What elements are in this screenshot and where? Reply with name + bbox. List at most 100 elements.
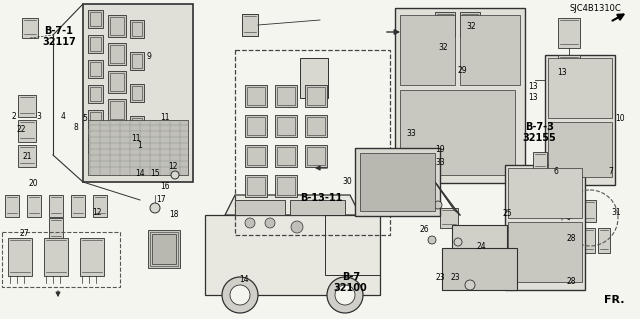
- Polygon shape: [225, 195, 360, 215]
- Bar: [508, 222, 582, 282]
- Bar: [108, 99, 126, 121]
- Bar: [90, 112, 101, 126]
- Text: 33: 33: [435, 158, 445, 167]
- Bar: [277, 117, 295, 135]
- Text: 2: 2: [12, 112, 17, 121]
- Circle shape: [222, 277, 258, 313]
- Text: 22: 22: [17, 125, 26, 134]
- Bar: [88, 120, 188, 175]
- Bar: [90, 12, 101, 26]
- Text: 32: 32: [467, 22, 477, 31]
- Circle shape: [428, 236, 436, 244]
- Bar: [247, 147, 265, 165]
- Text: 12: 12: [168, 162, 177, 171]
- Bar: [27, 195, 41, 217]
- Bar: [277, 177, 295, 195]
- Bar: [290, 200, 345, 215]
- Bar: [110, 101, 124, 119]
- Bar: [558, 55, 580, 85]
- Circle shape: [245, 218, 255, 228]
- Text: 13: 13: [528, 82, 538, 91]
- Bar: [360, 153, 435, 211]
- Bar: [18, 145, 36, 167]
- Circle shape: [454, 238, 462, 246]
- Bar: [110, 45, 124, 63]
- Text: 16: 16: [160, 182, 170, 191]
- Bar: [400, 15, 455, 85]
- Text: 3: 3: [36, 112, 41, 121]
- Text: 27: 27: [19, 229, 29, 238]
- Bar: [110, 17, 124, 35]
- Bar: [110, 73, 124, 91]
- Bar: [245, 115, 267, 137]
- Text: B-7-3
32155: B-7-3 32155: [523, 122, 556, 143]
- Text: 13: 13: [557, 68, 567, 77]
- Bar: [275, 175, 297, 197]
- Bar: [568, 228, 580, 253]
- Bar: [80, 238, 104, 276]
- Circle shape: [230, 285, 250, 305]
- Bar: [247, 87, 265, 105]
- Bar: [452, 225, 507, 260]
- Bar: [533, 172, 547, 190]
- Bar: [150, 232, 178, 266]
- Text: 1: 1: [137, 141, 142, 150]
- Text: 5: 5: [83, 114, 88, 122]
- Bar: [148, 230, 180, 268]
- Bar: [245, 85, 267, 107]
- Text: 29: 29: [458, 66, 468, 75]
- Text: 14: 14: [134, 169, 145, 178]
- Bar: [44, 238, 68, 276]
- Circle shape: [171, 171, 179, 179]
- Bar: [305, 85, 327, 107]
- Bar: [88, 135, 103, 153]
- Bar: [277, 147, 295, 165]
- Bar: [533, 152, 547, 170]
- Bar: [583, 228, 595, 253]
- Bar: [130, 52, 144, 70]
- Bar: [305, 115, 327, 137]
- Bar: [400, 90, 515, 175]
- Bar: [555, 200, 573, 222]
- Bar: [545, 55, 615, 185]
- Bar: [132, 86, 142, 100]
- Bar: [152, 234, 176, 264]
- Bar: [108, 43, 126, 65]
- Bar: [88, 35, 103, 53]
- Text: 11: 11: [161, 113, 170, 122]
- Bar: [90, 87, 101, 101]
- Text: 32: 32: [438, 43, 448, 52]
- Bar: [88, 110, 103, 128]
- Bar: [49, 218, 63, 240]
- Bar: [108, 15, 126, 37]
- Bar: [462, 14, 478, 35]
- Circle shape: [465, 280, 475, 290]
- Text: 23: 23: [435, 273, 445, 282]
- Bar: [440, 208, 458, 228]
- Bar: [247, 117, 265, 135]
- Bar: [90, 37, 101, 51]
- Text: 30: 30: [342, 177, 352, 186]
- Bar: [71, 195, 85, 217]
- Circle shape: [434, 201, 442, 209]
- Bar: [132, 22, 142, 36]
- Bar: [88, 60, 103, 78]
- Text: FR.: FR.: [604, 295, 625, 305]
- Bar: [49, 195, 63, 217]
- Bar: [18, 120, 36, 142]
- Bar: [132, 54, 142, 68]
- Bar: [245, 145, 267, 167]
- Circle shape: [265, 218, 275, 228]
- Bar: [275, 145, 297, 167]
- Text: B-7-1
32117: B-7-1 32117: [42, 26, 76, 48]
- Bar: [415, 185, 435, 207]
- Bar: [90, 137, 101, 151]
- Bar: [242, 14, 258, 36]
- Bar: [442, 248, 517, 290]
- Bar: [275, 85, 297, 107]
- Bar: [90, 62, 101, 76]
- Bar: [307, 117, 325, 135]
- Bar: [22, 18, 38, 38]
- Bar: [18, 95, 36, 117]
- Bar: [505, 165, 585, 290]
